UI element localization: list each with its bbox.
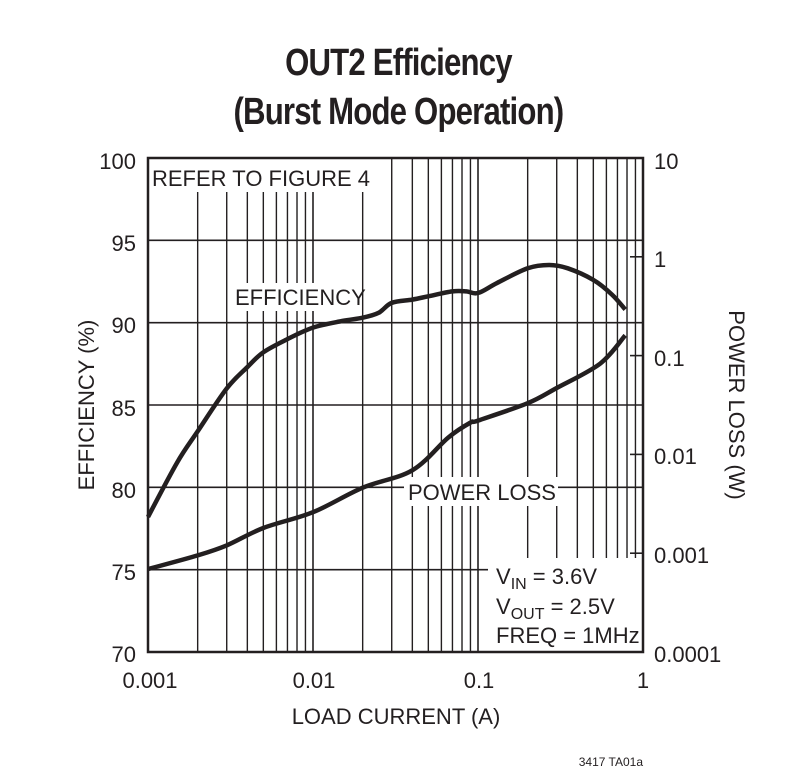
x-axis-ticks: 0.001 0.01 0.1 1 bbox=[122, 668, 649, 693]
y2-tick: 0.001 bbox=[654, 543, 709, 568]
freq-condition: FREQ = 1MHz bbox=[496, 623, 640, 648]
x-tick: 1 bbox=[637, 668, 649, 693]
conditions-box: VIN = 3.6V VOUT = 2.5V FREQ = 1MHz bbox=[496, 564, 640, 648]
x-axis-label: LOAD CURRENT (A) bbox=[292, 704, 501, 729]
label-backgrounds bbox=[149, 159, 642, 651]
y2-tick: 0.1 bbox=[654, 346, 685, 371]
power-loss-curve bbox=[147, 333, 627, 572]
chart-title: OUT2 Efficiency bbox=[285, 42, 512, 84]
vout-condition: VOUT = 2.5V bbox=[496, 594, 615, 623]
efficiency-label: EFFICIENCY bbox=[235, 285, 366, 310]
power-loss-label: POWER LOSS bbox=[408, 480, 556, 505]
plot-frame bbox=[146, 156, 645, 654]
y-axis-ticks: 100 95 90 85 80 75 70 bbox=[99, 149, 136, 667]
y2-tick: 0.0001 bbox=[654, 642, 721, 667]
refer-annotation: REFER TO FIGURE 4 bbox=[152, 166, 370, 191]
vin-condition: VIN = 3.6V bbox=[496, 564, 597, 593]
y-tick: 90 bbox=[112, 313, 136, 338]
y-tick: 100 bbox=[99, 149, 136, 174]
y-tick: 75 bbox=[112, 560, 136, 585]
refer-label-bg bbox=[149, 159, 365, 192]
y-axis-label: EFFICIENCY (%) bbox=[74, 320, 99, 491]
y2-axis-label: POWER LOSS (W) bbox=[724, 310, 749, 499]
y-tick: 85 bbox=[112, 396, 136, 421]
power-loss-label-bg bbox=[404, 477, 558, 506]
figure-code: 3417 TA01a bbox=[579, 755, 644, 769]
x-tick: 0.01 bbox=[293, 668, 336, 693]
efficiency-curve bbox=[146, 262, 627, 519]
conditions-box-bg bbox=[488, 558, 642, 651]
x-tick: 0.1 bbox=[464, 668, 495, 693]
y-tick: 70 bbox=[112, 642, 136, 667]
efficiency-label-bg bbox=[233, 283, 360, 311]
y2-axis-ticks: 10 1 0.1 0.01 0.001 0.0001 bbox=[654, 149, 721, 667]
y2-tick: 1 bbox=[654, 247, 666, 272]
x-tick: 0.001 bbox=[122, 668, 177, 693]
y-tick: 80 bbox=[112, 478, 136, 503]
y2-tick: 0.01 bbox=[654, 444, 697, 469]
y-tick: 95 bbox=[112, 231, 136, 256]
y2-tick: 10 bbox=[654, 149, 678, 174]
chart-subtitle: (Burst Mode Operation) bbox=[233, 91, 564, 133]
data-curves bbox=[146, 262, 627, 572]
